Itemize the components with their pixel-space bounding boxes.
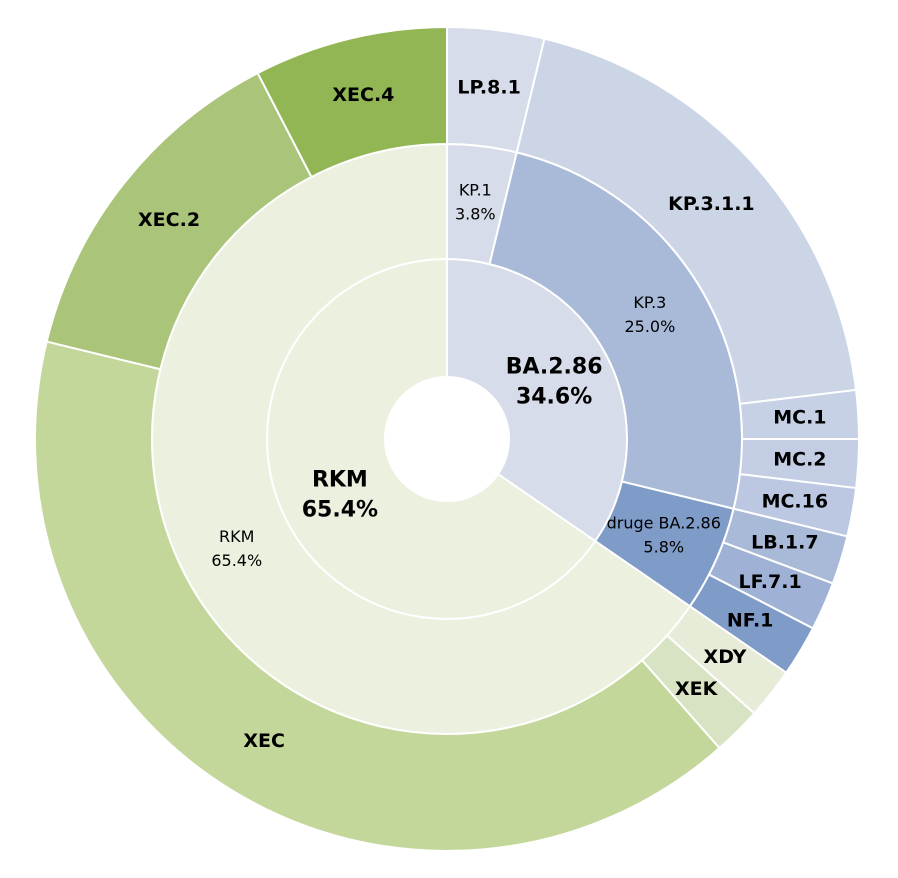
segment — [515, 37, 858, 405]
segment-label: LP.8.1 — [457, 77, 520, 99]
segment-label: druge BA.2.86 — [607, 514, 721, 533]
segment-label: NF.1 — [727, 609, 774, 631]
segment-label: XDY — [704, 646, 747, 668]
segment-label: LB.1.7 — [751, 531, 818, 553]
segment-label: KP.3 — [633, 293, 666, 312]
segment-label: XEC — [243, 730, 285, 752]
segment — [256, 25, 448, 179]
segment-label: KP.3.1.1 — [668, 193, 754, 215]
segment-label: RKM — [312, 467, 368, 492]
segment-label: XEC.2 — [138, 209, 200, 231]
segment-label: MC.2 — [773, 449, 826, 471]
segment-label: XEK — [675, 678, 719, 700]
value-label: 5.8% — [643, 538, 684, 557]
segment-label: MC.16 — [762, 490, 829, 512]
segment-label: KP.1 — [459, 181, 492, 200]
segment-label: XEC.4 — [332, 84, 394, 106]
segment-label: RKM — [219, 527, 254, 546]
segment-label: MC.1 — [773, 406, 826, 428]
segment-label: LF.7.1 — [739, 571, 802, 593]
value-label: 65.4% — [211, 551, 262, 570]
value-label: 3.8% — [455, 205, 496, 224]
value-label: 34.6% — [516, 385, 592, 410]
value-label: 25.0% — [624, 317, 675, 336]
segment — [34, 340, 721, 852]
value-label: 65.4% — [302, 497, 378, 522]
segment-label: BA.2.86 — [506, 355, 603, 380]
